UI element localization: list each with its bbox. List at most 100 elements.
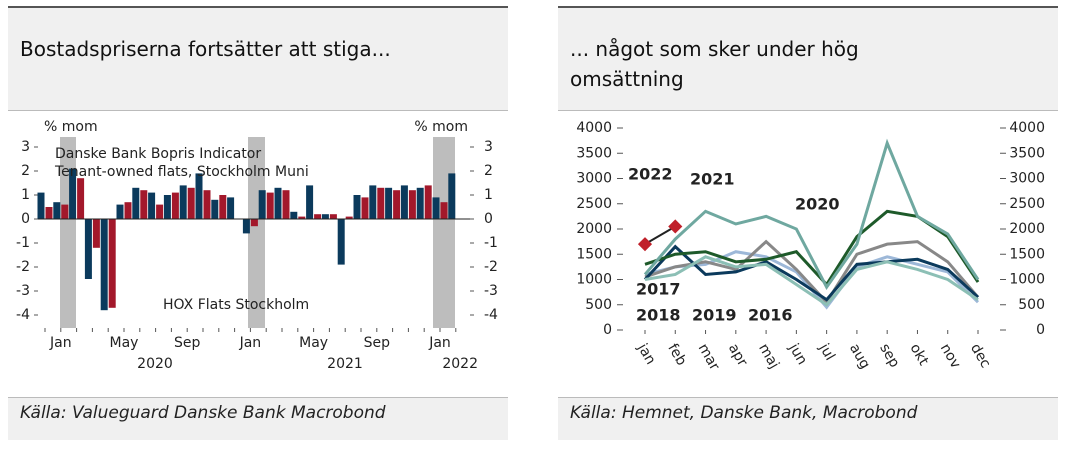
bar (298, 216, 306, 219)
line (644, 239, 980, 305)
shading (248, 137, 265, 328)
bar (92, 219, 100, 248)
bar (211, 199, 219, 219)
bar (108, 219, 116, 308)
y2-tick-label: 3500 (1009, 145, 1045, 161)
y2-tick-label: 1500 (1009, 246, 1045, 262)
bar (195, 173, 203, 219)
bar (227, 197, 235, 219)
x-tick-label: May (299, 335, 328, 351)
y-tick-label: 4000 (576, 120, 612, 136)
bar (290, 211, 298, 219)
y-tick-label: 1500 (576, 246, 612, 262)
annotation: Danske Bank Bopris Indicator (55, 146, 261, 162)
year-label: 2020 (137, 356, 173, 372)
x-tick-label: May (110, 335, 139, 351)
bar (156, 204, 164, 219)
bar (393, 190, 401, 219)
y2-tick-label: 3 (484, 139, 493, 155)
y-tick-label: 3000 (576, 171, 612, 187)
bar (37, 192, 45, 219)
x-tick-label: Jan (428, 335, 451, 351)
bar (53, 202, 61, 219)
y2-tick-label: 500 (1018, 297, 1045, 313)
bar (132, 187, 140, 219)
y-tick-label: 1000 (576, 272, 612, 288)
bar (432, 197, 440, 219)
y2-tick-label: -3 (484, 283, 498, 299)
bar (385, 187, 393, 219)
bar (377, 187, 385, 219)
y2-tick-label: -4 (484, 307, 498, 323)
y2-tick-label: 1 (484, 187, 493, 203)
bar (314, 214, 322, 219)
legend-label: 2020 (795, 195, 840, 214)
year-label: 2021 (327, 356, 363, 372)
x-tick-label: feb (664, 341, 689, 369)
x-tick-label: dec (967, 341, 993, 371)
line (644, 225, 676, 246)
x-tick-label: apr (725, 341, 751, 369)
y-tick-label: 500 (585, 297, 612, 313)
y-tick-label: 2000 (576, 221, 612, 237)
x-tick-label: aug (846, 341, 873, 372)
marker (668, 219, 683, 234)
bar (100, 219, 108, 311)
legend-label: 2018 (636, 306, 681, 325)
y2-tick-label: 2 (484, 163, 493, 179)
bar (45, 207, 53, 219)
y2-tick-label: -2 (484, 259, 498, 275)
bar (337, 219, 345, 265)
legend-label: 2022 (628, 165, 673, 184)
bar (203, 190, 211, 219)
y-tick-label: 2500 (576, 196, 612, 212)
y-tick-label: -1 (16, 235, 30, 251)
y-tick-label: 0 (603, 322, 612, 338)
bar (124, 202, 132, 219)
annotation: Tenant-owned flats, Stockholm Muni (54, 164, 309, 180)
marker (637, 237, 653, 252)
bar (242, 219, 250, 234)
x-tick-label: jul (815, 340, 838, 363)
bar (321, 214, 329, 219)
x-tick-label: okt (907, 341, 932, 369)
y2-tick-label: 4000 (1009, 120, 1045, 136)
chart-title: Bostadspriserna fortsätter att stiga... (20, 37, 391, 61)
x-tick-label: jan (634, 340, 659, 367)
legend-label: 2017 (636, 280, 681, 299)
bar (84, 219, 92, 279)
y2-tick-label: 2000 (1009, 221, 1045, 237)
bar (163, 195, 171, 219)
y-tick-label: 0 (21, 211, 30, 227)
bar (329, 214, 337, 219)
y-tick-label: -3 (16, 283, 30, 299)
left-panel: Bostadspriserna fortsätter att stiga... … (8, 6, 508, 440)
legend-label: 2021 (690, 170, 735, 189)
bar (77, 178, 85, 219)
year-label: 2022 (442, 356, 478, 372)
bar (69, 168, 77, 219)
bar (282, 190, 290, 219)
y2-tick-label: 3000 (1009, 171, 1045, 187)
x-tick-label: nov (937, 341, 964, 371)
y-tick-label: -2 (16, 259, 30, 275)
bar (171, 192, 179, 219)
bar (416, 187, 424, 219)
line (644, 255, 979, 307)
bar (345, 216, 353, 219)
bar (219, 195, 227, 219)
axis-label: % mom (44, 119, 98, 135)
bar (361, 197, 369, 219)
bar (274, 187, 282, 219)
bar (148, 192, 156, 219)
x-tick-label: Jan (49, 335, 72, 351)
y2-tick-label: 0 (1036, 322, 1045, 338)
y2-tick-label: -1 (484, 235, 498, 251)
bar (187, 187, 195, 219)
legend-label: 2016 (748, 306, 793, 325)
bar (116, 204, 124, 219)
x-tick-label: Sep (174, 335, 201, 351)
bar (250, 219, 258, 227)
